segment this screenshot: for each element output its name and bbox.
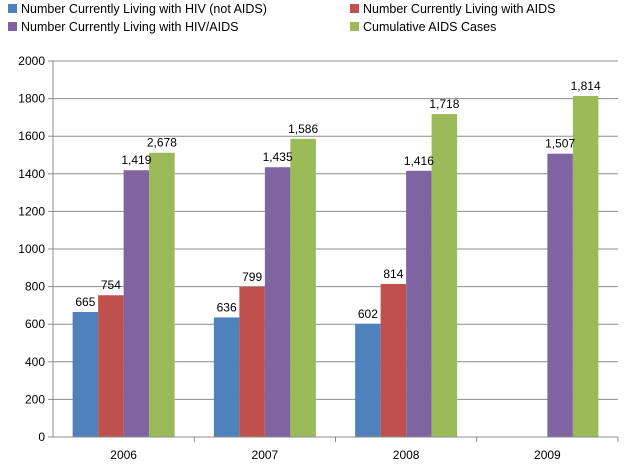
- data-label: 1,416: [404, 154, 434, 168]
- y-tick-label: 0: [38, 430, 45, 444]
- y-tick-label: 1200: [18, 204, 45, 218]
- data-label: 1,586: [288, 122, 318, 136]
- data-label: 636: [217, 300, 237, 314]
- bars: [72, 95, 599, 438]
- legend-swatch: [8, 22, 17, 31]
- data-labels: 665 754 1,419 2,678 636 799 1,435 1,586 602 814 1,…: [75, 79, 601, 321]
- data-label: 2,678: [147, 136, 177, 150]
- data-label: 665: [75, 295, 95, 309]
- y-tick-label: 1600: [18, 129, 45, 143]
- bar: [547, 153, 573, 437]
- x-axis: 2006 2007 2008 2009: [53, 436, 619, 462]
- bar: [123, 170, 150, 437]
- y-tick-label: 400: [25, 355, 45, 369]
- legend-label: Number Currently Living with HIV/AIDS: [21, 20, 238, 34]
- bar: [572, 95, 599, 437]
- legend-item: Number Currently Living with HIV (not AI…: [8, 2, 267, 16]
- legend-swatch: [350, 22, 359, 31]
- bar: [239, 286, 265, 437]
- bar: [406, 170, 432, 438]
- data-label: 799: [242, 270, 262, 284]
- y-tick-label: 1400: [18, 167, 45, 181]
- data-label: 1,814: [571, 79, 601, 93]
- legend: Number Currently Living with HIV (not AI…: [8, 2, 555, 34]
- data-label: 1,507: [545, 137, 575, 151]
- y-tick-label: 1000: [18, 242, 45, 256]
- data-label: 754: [101, 278, 121, 292]
- bar: [431, 114, 458, 438]
- x-tick-label: 2007: [252, 448, 279, 462]
- legend-label: Number Currently Living with AIDS: [363, 2, 555, 16]
- legend-item: Cumulative AIDS Cases: [350, 20, 496, 34]
- y-tick-label: 2000: [18, 54, 45, 68]
- y-tick-label: 1800: [18, 92, 45, 106]
- legend-item: Number Currently Living with AIDS: [350, 2, 555, 16]
- data-label: 1,718: [429, 97, 459, 111]
- x-tick-label: 2009: [534, 448, 561, 462]
- bar: [72, 311, 99, 437]
- y-axis: 0 200 400 600 800 1000 1200 1400 1600 1800 2000: [18, 54, 54, 444]
- bar: [380, 283, 407, 437]
- legend-label: Cumulative AIDS Cases: [363, 20, 496, 34]
- bar: [213, 317, 240, 437]
- data-label: 1,419: [121, 153, 151, 167]
- x-tick-label: 2008: [393, 448, 420, 462]
- data-label: 814: [383, 267, 403, 281]
- data-label: 602: [358, 307, 378, 321]
- bar: [355, 323, 381, 437]
- legend-swatch: [350, 4, 359, 13]
- y-tick-label: 200: [25, 392, 45, 406]
- bar: [98, 295, 124, 437]
- legend-swatch: [8, 4, 17, 13]
- bar: [264, 167, 291, 437]
- bar: [149, 152, 175, 437]
- legend-label: Number Currently Living with HIV (not AI…: [21, 2, 267, 16]
- y-tick-label: 800: [25, 280, 45, 294]
- bar: [290, 138, 316, 437]
- x-tick-label: 2006: [110, 448, 137, 462]
- data-label: 1,435: [263, 150, 293, 164]
- legend-item: Number Currently Living with HIV/AIDS: [8, 20, 238, 34]
- y-tick-label: 600: [25, 317, 45, 331]
